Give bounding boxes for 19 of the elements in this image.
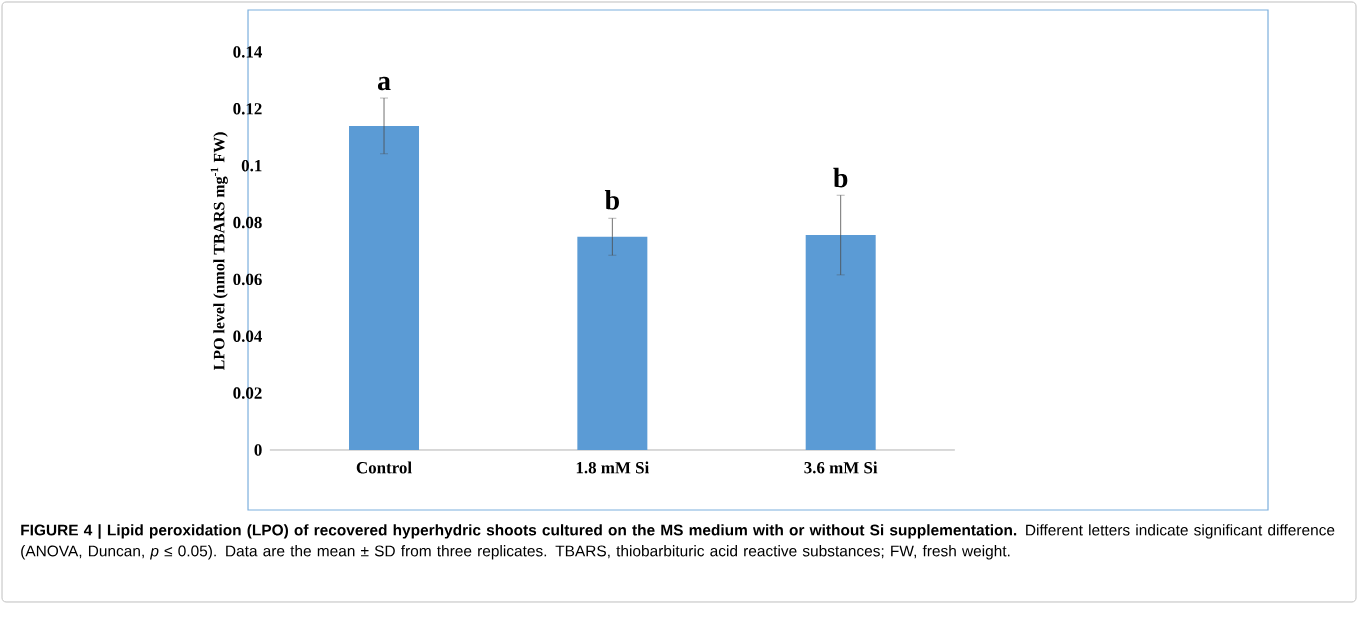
chart-title: FIGURE 4 | Lipid peroxidation (LPO) of recovered hyperhydric shoots cultured on the MS medium with or without Si supplementation. Different letters indicate significant difference (ANOVA, Duncan, p ≤ 0.05). Data are the mean ± SD from three replicates. TBARS, thiobarbituric acid reactive substances; FW, fresh weight. (21, 524, 1335, 560)
y-tick-label: 0.02 (233, 387, 262, 399)
y-tick-label: 0 (254, 444, 262, 456)
annotation: a (377, 76, 391, 91)
y-tick-label: 0.1 (241, 159, 262, 172)
bar (577, 236, 648, 450)
y-tick-label: 0.08 (233, 216, 262, 229)
x-tick-label: 3.6 mM Si (804, 461, 878, 474)
x-tick-label: 1.8 mM Si (576, 461, 650, 474)
x-tick-label: Control (356, 461, 412, 474)
annotation: b (604, 190, 619, 210)
y-axis-title: LPO level (nmol TBARS mg$^{-1}$ FW) (210, 132, 228, 371)
y-tick-label: 0.04 (233, 330, 263, 343)
bar (805, 235, 876, 450)
y-tick-label: 0.12 (233, 103, 262, 115)
annotation: b (833, 167, 848, 188)
y-tick-label: 0.14 (233, 46, 263, 58)
bar (349, 125, 420, 450)
y-tick-label: 0.06 (233, 273, 262, 286)
